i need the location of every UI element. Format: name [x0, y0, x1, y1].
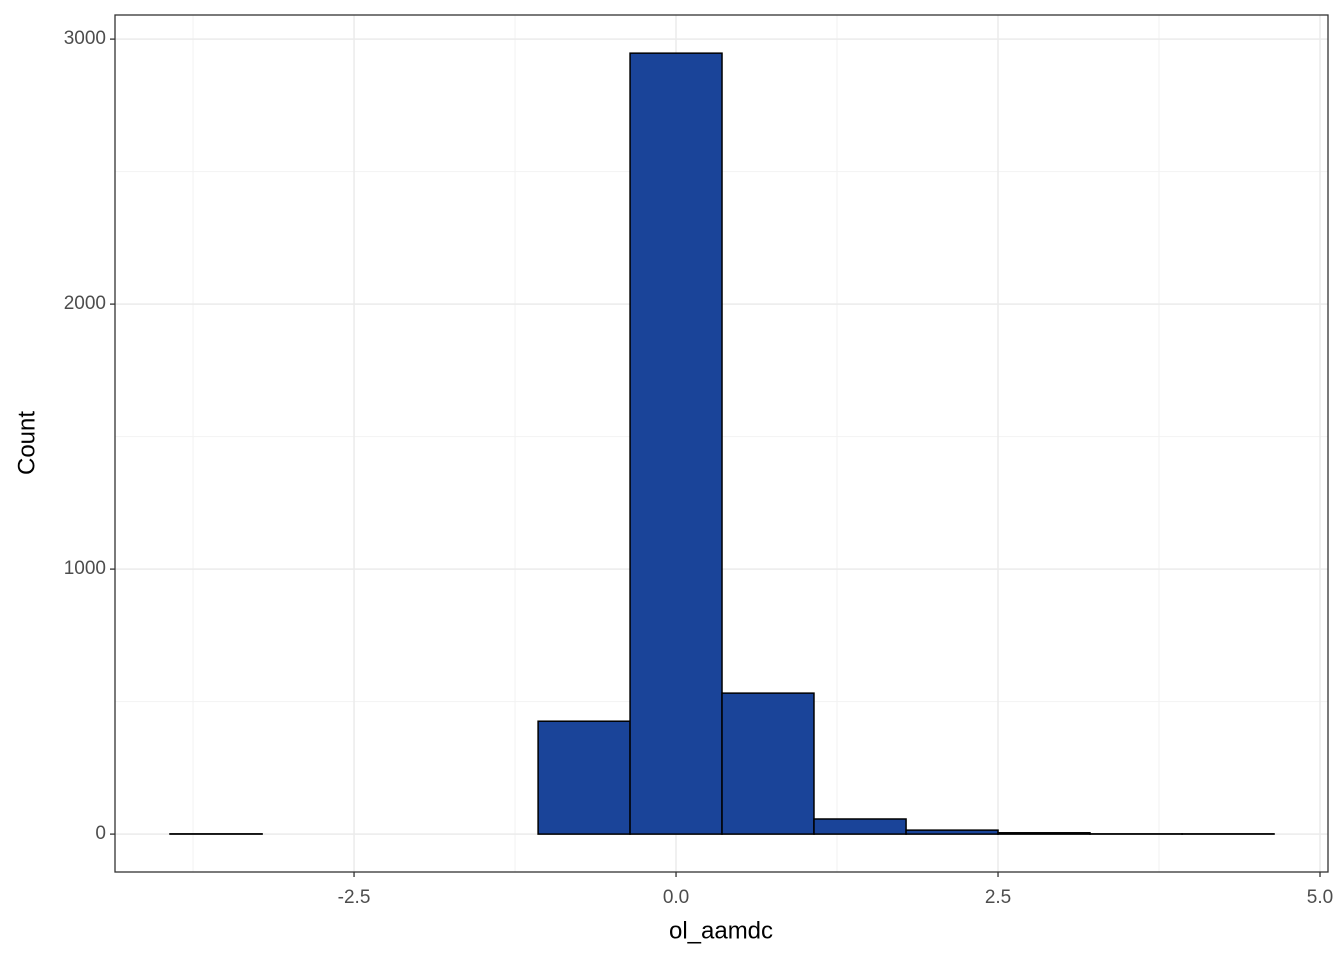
y-axis-title: Count — [13, 411, 40, 475]
bar — [813, 818, 907, 835]
bar — [905, 829, 999, 835]
y-tick-label: 2000 — [64, 293, 106, 314]
bar — [721, 692, 815, 835]
bar — [629, 52, 723, 835]
bar — [537, 720, 631, 835]
x-tick-label: -2.5 — [338, 887, 371, 908]
x-tick-label: 0.0 — [663, 887, 689, 908]
bar — [997, 832, 1091, 835]
x-tick-label: 5.0 — [1307, 887, 1333, 908]
y-tick-label: 1000 — [64, 558, 106, 579]
y-tick-label: 3000 — [64, 28, 106, 49]
plot-border — [114, 14, 1329, 873]
x-tick-label: 2.5 — [985, 887, 1011, 908]
y-tick-label: 0 — [95, 823, 106, 844]
x-axis-title: ol_aamdc — [669, 917, 773, 944]
